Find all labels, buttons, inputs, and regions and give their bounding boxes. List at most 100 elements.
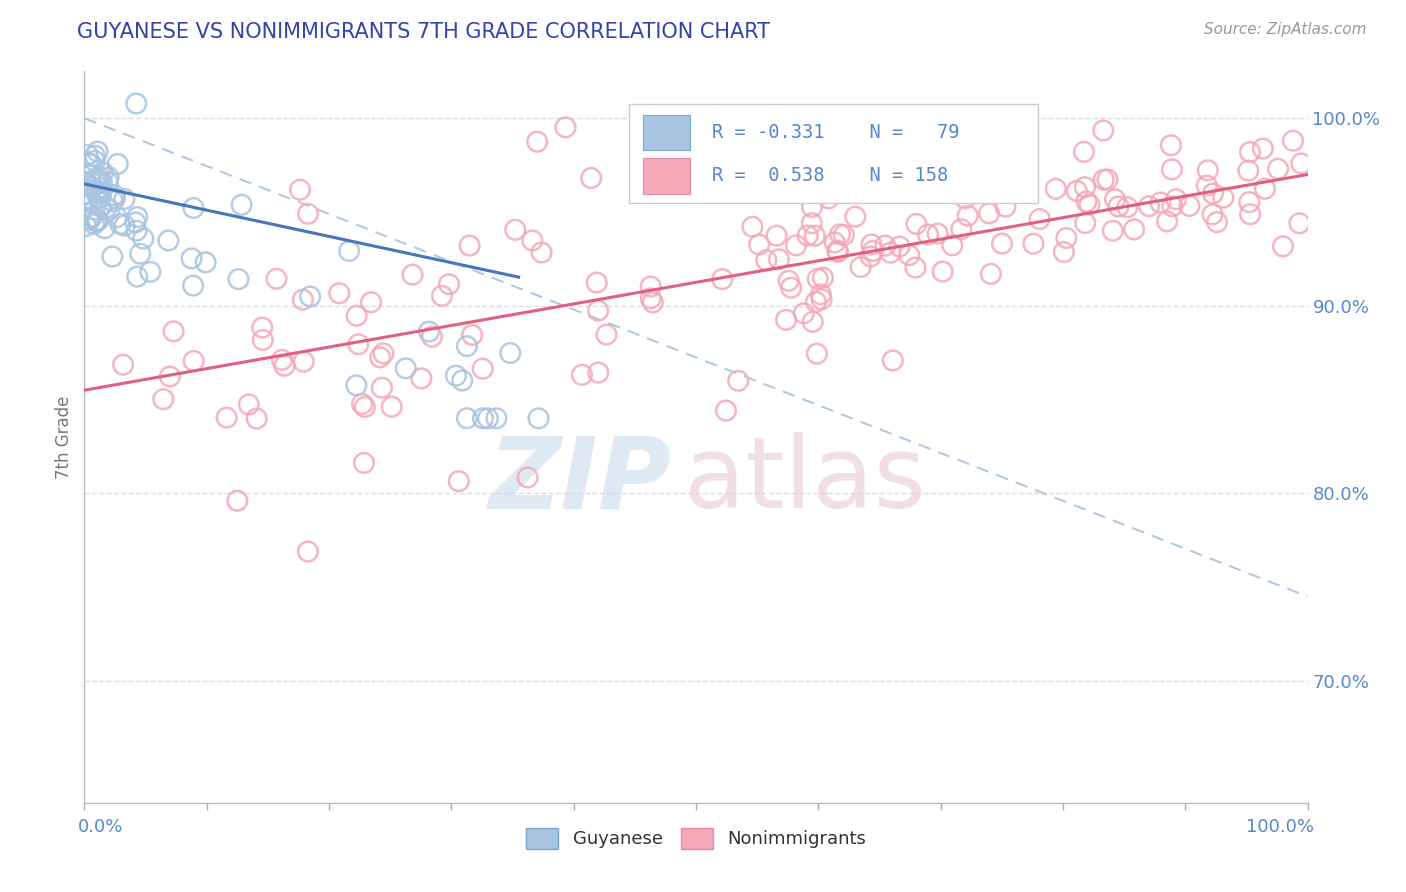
Point xyxy=(1201,207,1223,221)
Point xyxy=(127,269,149,284)
Point xyxy=(1053,245,1076,260)
Point xyxy=(180,252,202,266)
Point xyxy=(827,244,849,259)
Point xyxy=(1212,191,1234,205)
Point xyxy=(458,238,481,252)
Point xyxy=(571,368,593,382)
Point xyxy=(395,361,418,376)
Point xyxy=(273,359,295,373)
Point xyxy=(801,200,824,214)
Point xyxy=(80,195,103,210)
Point xyxy=(1282,134,1305,148)
Point xyxy=(411,371,433,385)
Point xyxy=(162,324,184,338)
Point xyxy=(905,217,928,231)
Point xyxy=(75,193,97,207)
Point xyxy=(1288,216,1310,230)
Point xyxy=(817,191,839,205)
Point xyxy=(955,191,977,205)
Point xyxy=(804,294,827,309)
Point xyxy=(499,346,522,360)
Point xyxy=(516,470,538,484)
Point xyxy=(727,374,749,388)
Point xyxy=(824,235,846,250)
Point xyxy=(844,210,866,224)
Point xyxy=(1239,145,1261,159)
Point xyxy=(879,245,901,260)
Point xyxy=(112,358,135,372)
Point xyxy=(927,227,949,241)
Point xyxy=(89,174,111,188)
Point xyxy=(297,207,319,221)
Point xyxy=(586,303,609,318)
Point xyxy=(129,246,152,260)
Point xyxy=(889,239,911,253)
Point xyxy=(152,392,174,407)
Point xyxy=(86,171,108,186)
Point xyxy=(420,329,443,343)
Point xyxy=(86,213,108,227)
Point xyxy=(90,181,112,195)
Point xyxy=(353,400,375,414)
Point xyxy=(108,217,131,231)
Point xyxy=(1156,214,1178,228)
Point xyxy=(882,353,904,368)
Point xyxy=(998,185,1021,199)
Point xyxy=(1074,180,1097,194)
Point xyxy=(949,183,972,197)
Point xyxy=(956,209,979,223)
Point xyxy=(471,361,494,376)
Bar xyxy=(644,114,690,150)
Point xyxy=(297,544,319,558)
Point xyxy=(860,237,883,252)
Point xyxy=(368,351,391,365)
Point xyxy=(75,187,97,202)
Point xyxy=(827,244,849,258)
Point xyxy=(1291,156,1313,170)
Point xyxy=(456,339,478,353)
Point xyxy=(811,270,834,285)
Point xyxy=(246,411,269,425)
Point xyxy=(780,158,803,172)
Point xyxy=(90,200,112,214)
Point xyxy=(231,198,253,212)
Point xyxy=(1092,172,1115,186)
Point xyxy=(849,260,872,274)
Point xyxy=(79,169,101,183)
Point xyxy=(86,145,108,159)
Point xyxy=(90,176,112,190)
Point xyxy=(1137,199,1160,213)
Point xyxy=(456,411,478,425)
Point xyxy=(579,171,602,186)
Point xyxy=(228,272,250,286)
Point xyxy=(80,157,103,171)
Text: R = -0.331    N =   79: R = -0.331 N = 79 xyxy=(711,122,959,142)
Point xyxy=(75,219,97,233)
Point xyxy=(1073,145,1095,159)
Point xyxy=(77,157,100,171)
Point xyxy=(97,170,120,185)
Point xyxy=(1161,162,1184,177)
Text: atlas: atlas xyxy=(683,433,925,530)
Point xyxy=(862,244,884,258)
Point xyxy=(337,244,360,258)
Point xyxy=(1074,216,1097,230)
Point xyxy=(371,381,394,395)
Point xyxy=(373,346,395,360)
Point xyxy=(238,397,260,411)
Point xyxy=(588,366,610,380)
Point xyxy=(554,120,576,135)
Point xyxy=(291,293,314,307)
Point xyxy=(93,221,115,235)
Point xyxy=(76,148,98,162)
Point xyxy=(1104,192,1126,206)
Point xyxy=(527,411,550,425)
Point xyxy=(898,248,921,262)
Point xyxy=(250,320,273,334)
Point xyxy=(775,313,797,327)
Point xyxy=(89,170,111,185)
Point xyxy=(79,212,101,227)
Point xyxy=(1239,207,1261,221)
Point xyxy=(828,227,851,242)
Point xyxy=(346,309,368,323)
